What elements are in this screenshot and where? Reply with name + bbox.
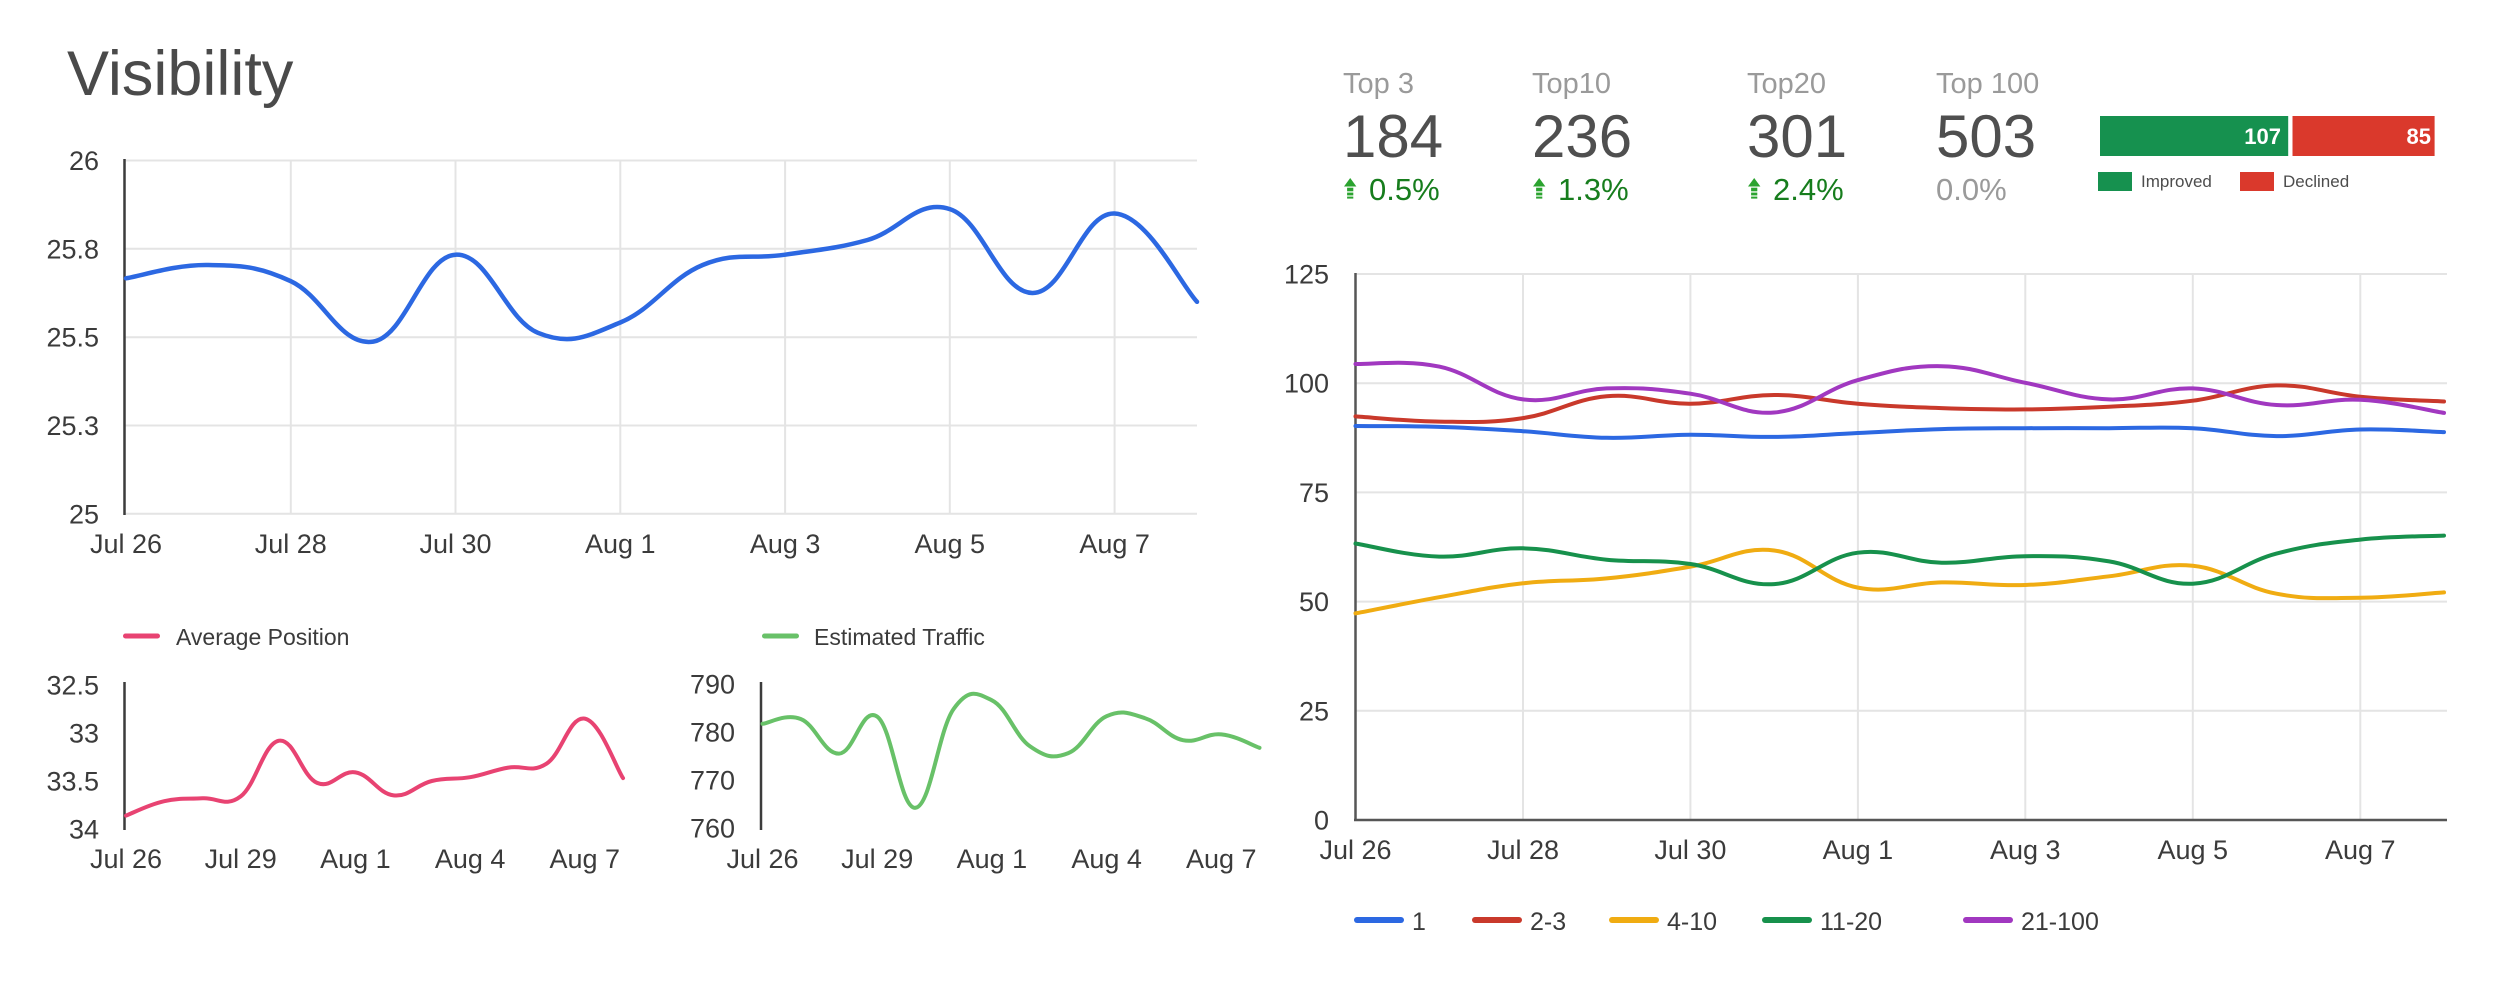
svg-text:Improved: Improved bbox=[2141, 172, 2212, 191]
svg-text:Aug 1: Aug 1 bbox=[957, 844, 1028, 874]
svg-text:1.3%: 1.3% bbox=[1558, 172, 1629, 207]
svg-text:Jul 29: Jul 29 bbox=[841, 844, 913, 874]
svg-text:Visibility: Visibility bbox=[67, 39, 294, 109]
svg-text:0.5%: 0.5% bbox=[1369, 172, 1440, 207]
svg-text:Aug 4: Aug 4 bbox=[1071, 844, 1142, 874]
svg-text:75: 75 bbox=[1299, 478, 1329, 508]
svg-text:32.5: 32.5 bbox=[46, 671, 99, 701]
svg-text:50: 50 bbox=[1299, 587, 1329, 617]
svg-text:33.5: 33.5 bbox=[46, 767, 99, 797]
svg-text:301: 301 bbox=[1747, 103, 1847, 170]
svg-text:Top 3: Top 3 bbox=[1343, 68, 1414, 100]
svg-text:25: 25 bbox=[69, 499, 99, 529]
svg-text:2.4%: 2.4% bbox=[1773, 172, 1844, 207]
svg-text:25.3: 25.3 bbox=[46, 411, 99, 441]
svg-text:Top20: Top20 bbox=[1747, 68, 1826, 100]
svg-text:790: 790 bbox=[690, 670, 735, 700]
svg-text:125: 125 bbox=[1284, 260, 1329, 290]
svg-text:0: 0 bbox=[1314, 806, 1329, 836]
svg-text:2-3: 2-3 bbox=[1530, 908, 1566, 936]
svg-text:11-20: 11-20 bbox=[1820, 908, 1882, 936]
svg-text:Jul 28: Jul 28 bbox=[1487, 835, 1559, 865]
svg-text:Top 100: Top 100 bbox=[1936, 68, 2039, 100]
svg-text:770: 770 bbox=[690, 766, 735, 796]
svg-text:Jul 29: Jul 29 bbox=[205, 844, 277, 874]
svg-text:107: 107 bbox=[2244, 124, 2281, 149]
svg-text:Jul 30: Jul 30 bbox=[1654, 835, 1726, 865]
svg-text:Aug 7: Aug 7 bbox=[2325, 835, 2396, 865]
svg-text:Top10: Top10 bbox=[1532, 68, 1611, 100]
svg-text:Jul 26: Jul 26 bbox=[90, 844, 162, 874]
svg-text:0.0%: 0.0% bbox=[1936, 172, 2007, 207]
svg-text:Aug 5: Aug 5 bbox=[2158, 835, 2229, 865]
svg-text:236: 236 bbox=[1532, 103, 1632, 170]
svg-text:Jul 26: Jul 26 bbox=[726, 844, 798, 874]
svg-text:21-100: 21-100 bbox=[2021, 908, 2099, 936]
svg-text:Aug 5: Aug 5 bbox=[915, 529, 986, 559]
svg-text:85: 85 bbox=[2407, 124, 2431, 149]
svg-text:Aug 7: Aug 7 bbox=[550, 844, 621, 874]
svg-text:Declined: Declined bbox=[2283, 172, 2349, 191]
svg-text:Aug 1: Aug 1 bbox=[585, 529, 656, 559]
svg-text:1: 1 bbox=[1412, 908, 1426, 936]
svg-text:26: 26 bbox=[69, 146, 99, 176]
svg-text:25: 25 bbox=[1299, 696, 1329, 726]
svg-text:25.5: 25.5 bbox=[46, 323, 99, 353]
svg-text:Jul 26: Jul 26 bbox=[1319, 835, 1391, 865]
svg-text:780: 780 bbox=[690, 718, 735, 748]
svg-text:Jul 30: Jul 30 bbox=[419, 529, 491, 559]
svg-text:Jul 28: Jul 28 bbox=[255, 529, 327, 559]
svg-text:25.8: 25.8 bbox=[46, 234, 99, 264]
svg-text:100: 100 bbox=[1284, 369, 1329, 399]
svg-text:Aug 7: Aug 7 bbox=[1079, 529, 1150, 559]
svg-text:Aug 1: Aug 1 bbox=[320, 844, 391, 874]
svg-text:Average Position: Average Position bbox=[176, 624, 349, 650]
svg-text:Aug 7: Aug 7 bbox=[1186, 844, 1257, 874]
svg-text:4-10: 4-10 bbox=[1667, 908, 1717, 936]
svg-text:Aug 1: Aug 1 bbox=[1823, 835, 1894, 865]
svg-text:Aug 4: Aug 4 bbox=[435, 844, 506, 874]
svg-text:34: 34 bbox=[69, 815, 99, 845]
svg-text:760: 760 bbox=[690, 814, 735, 844]
svg-text:Aug 3: Aug 3 bbox=[1990, 835, 2061, 865]
svg-text:Estimated Traffic: Estimated Traffic bbox=[814, 624, 985, 650]
svg-text:Aug 3: Aug 3 bbox=[750, 529, 821, 559]
svg-text:503: 503 bbox=[1936, 103, 2036, 170]
svg-text:184: 184 bbox=[1343, 103, 1443, 170]
svg-text:Jul 26: Jul 26 bbox=[90, 529, 162, 559]
svg-text:33: 33 bbox=[69, 719, 99, 749]
